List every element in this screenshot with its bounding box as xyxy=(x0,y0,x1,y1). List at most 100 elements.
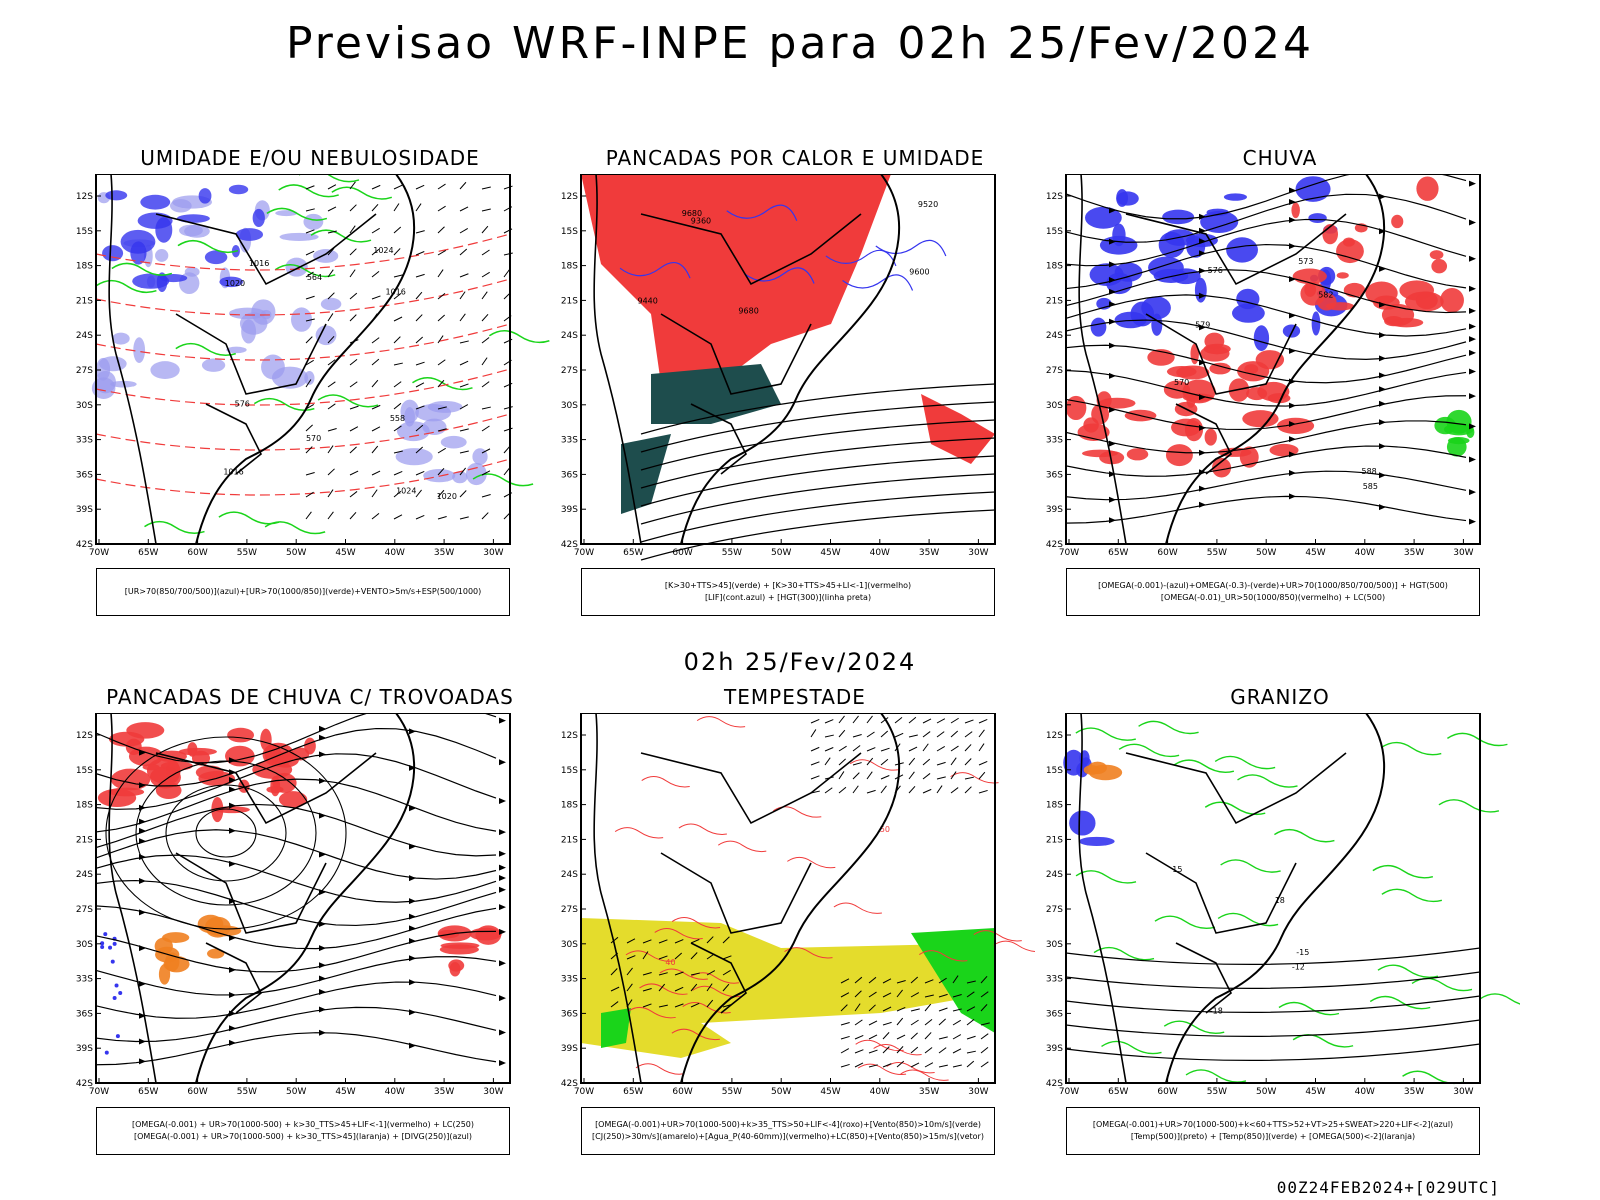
contour-label: 585 xyxy=(1363,482,1378,491)
streamline xyxy=(95,803,497,857)
streamline xyxy=(1065,193,1467,243)
wind-vector xyxy=(349,470,359,476)
wind-vector xyxy=(642,1003,652,1008)
rain-ur-area xyxy=(1304,282,1317,297)
temp500-contour xyxy=(1065,1043,1481,1061)
wind-vector xyxy=(349,225,356,234)
wind-vector xyxy=(882,1006,892,1012)
wind-vector xyxy=(349,269,356,278)
rain-ur-area xyxy=(1267,393,1291,404)
wind-vector xyxy=(924,1047,933,1054)
wind-vector xyxy=(910,1062,920,1068)
contour-label: 1024 xyxy=(373,246,393,255)
hgt-contour xyxy=(640,491,996,543)
streamline-arrow xyxy=(1109,406,1116,413)
humidity-contour xyxy=(274,264,336,278)
legend-line: [OMEGA(-0.001) + UR>70(1000-500) + k>30_… xyxy=(133,1132,473,1141)
wind-vector xyxy=(481,494,491,498)
lat-label: 42S xyxy=(1046,1079,1063,1089)
temp850-contour xyxy=(1217,912,1279,927)
wind-vector xyxy=(866,771,873,780)
streamline xyxy=(95,1032,497,1066)
precipitable-water-contour xyxy=(973,930,1022,942)
streamline-arrow xyxy=(1289,276,1296,283)
wind-vector xyxy=(437,183,446,190)
wind-vector xyxy=(910,1046,919,1054)
streamline-arrow xyxy=(1199,394,1206,401)
panel-chuva: CHUVA 588 585 582 579 576 573 570 12S 15S 18S 21S 2… xyxy=(1040,146,1520,626)
wind-vector xyxy=(393,226,402,234)
contour-label: 9680 xyxy=(738,307,758,316)
wind-vector xyxy=(938,1007,948,1012)
state-border xyxy=(155,752,377,825)
streamline-arrow xyxy=(319,751,326,758)
temp850-contour xyxy=(1274,828,1335,843)
wind-vector xyxy=(840,978,850,984)
contour-label: 576 xyxy=(235,400,250,409)
rain-ur-area xyxy=(1242,410,1279,428)
rain-omega-area xyxy=(1206,208,1229,216)
wind-vector xyxy=(305,336,313,344)
lon-label: 55W xyxy=(722,1087,742,1097)
wind-vector xyxy=(854,1019,863,1026)
streamline-arrow xyxy=(409,875,416,882)
wind-vector xyxy=(910,1032,918,1040)
wind-vector xyxy=(371,295,381,300)
wind-vector xyxy=(980,1046,989,1054)
wind-vector xyxy=(952,975,959,984)
rain-omega-area xyxy=(1116,189,1129,207)
wind-vector xyxy=(371,512,380,520)
lon-label: 30W xyxy=(483,548,503,558)
precipitable-water-contour xyxy=(671,917,721,929)
lat-label: 24S xyxy=(561,331,578,341)
main-title: Previsao WRF-INPE para 02h 25/Fev/2024 xyxy=(286,18,1314,69)
streamline xyxy=(1065,344,1467,384)
wind-vector xyxy=(938,1064,948,1068)
wind-vector xyxy=(882,1021,892,1026)
wind-vector xyxy=(824,747,834,752)
storm-area xyxy=(448,959,465,972)
wind-vector xyxy=(936,785,943,794)
convection-area xyxy=(162,932,190,943)
streamline-arrow xyxy=(409,913,416,920)
wind-vector xyxy=(938,1018,946,1026)
wind-vector xyxy=(882,978,892,984)
wind-vector xyxy=(481,291,488,300)
rain-ur-area xyxy=(1384,316,1404,327)
streamline-arrow xyxy=(499,850,506,857)
lat-label: 39S xyxy=(561,1044,578,1054)
humidity-contour xyxy=(331,186,393,200)
panel-title: UMIDADE E/OU NEBULOSIDADE xyxy=(140,146,480,170)
wind-vector xyxy=(305,185,315,190)
wind-vector xyxy=(924,1032,932,1040)
wind-vector xyxy=(327,269,334,278)
wind-vector xyxy=(437,406,447,410)
streamline-arrow xyxy=(1199,238,1206,245)
panel-title: PANCADAS DE CHUVA C/ TROVOADAS xyxy=(106,685,514,709)
humidity-area xyxy=(184,266,200,277)
lon-label: 45W xyxy=(1305,1087,1325,1097)
wind-vector xyxy=(415,336,424,344)
streamline-arrow xyxy=(1469,456,1476,463)
precipitable-water-contour xyxy=(833,902,882,914)
streamline-arrow xyxy=(409,1042,416,1049)
hgt-contour xyxy=(640,455,996,507)
lon-label: 30W xyxy=(483,1087,503,1097)
wind-vector xyxy=(964,731,973,738)
streamline-arrow xyxy=(1109,471,1116,478)
streamline-arrow xyxy=(409,979,416,986)
streamline-arrow xyxy=(1109,440,1116,447)
streamline xyxy=(1065,319,1467,360)
wind-vector xyxy=(952,1048,962,1054)
temp850-contour xyxy=(1438,799,1500,813)
rain-omega-area xyxy=(1141,296,1171,320)
map-background xyxy=(1066,713,1480,1083)
wind-vector xyxy=(393,402,402,410)
streamline-arrow xyxy=(319,812,326,819)
hail-area xyxy=(1076,762,1089,778)
humidity-area xyxy=(313,249,339,263)
wind-vector xyxy=(966,980,976,984)
wind-vector xyxy=(980,1033,989,1040)
wind-vector xyxy=(393,274,403,278)
wind-vector xyxy=(938,993,948,998)
